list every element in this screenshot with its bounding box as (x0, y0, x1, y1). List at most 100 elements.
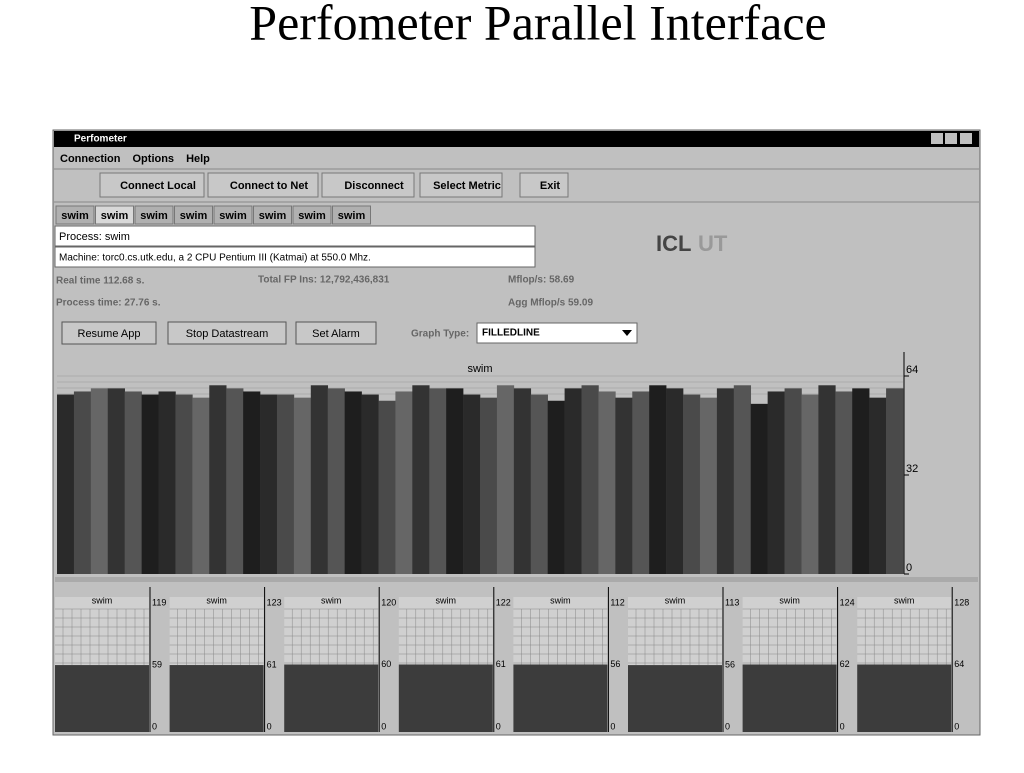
tab-label: swim (61, 210, 89, 222)
toolbar-label: Exit (540, 180, 561, 192)
toolbar-label: Connect Local (120, 180, 196, 192)
bar (564, 388, 582, 574)
bar (378, 400, 396, 574)
bar (192, 397, 210, 574)
splitter[interactable] (55, 577, 978, 582)
bar (260, 394, 278, 574)
bar (361, 394, 379, 574)
graph-type-label: Graph Type: (411, 329, 469, 340)
bar (632, 391, 650, 574)
mini-min: 0 (152, 721, 157, 731)
logo-icl: ICL (656, 231, 691, 256)
mini-bar (742, 664, 837, 732)
toolbar-button[interactable] (419, 172, 503, 198)
bar (158, 391, 176, 574)
mini-bar (857, 664, 952, 732)
toolbar-button[interactable] (207, 172, 319, 198)
mini-value: 60 (381, 659, 391, 669)
bar (547, 400, 565, 574)
dropdown-arrow (622, 330, 632, 336)
bar (581, 385, 599, 574)
mini-value: 56 (725, 659, 735, 669)
logo-ut: UT (698, 231, 728, 256)
mini-bar (513, 664, 608, 732)
machine-field (54, 246, 536, 268)
bar (107, 388, 125, 574)
machine-text: Machine: torc0.cs.utk.edu, a 2 CPU Penti… (59, 253, 371, 264)
graph-type: FILLEDLINE (482, 328, 540, 339)
bar (175, 394, 193, 574)
bar (784, 388, 802, 574)
tab[interactable] (134, 205, 174, 225)
toolbar-button[interactable] (99, 172, 205, 198)
mini-min: 0 (610, 721, 615, 731)
mini-max: 128 (954, 597, 969, 607)
mini-value: 56 (610, 659, 620, 669)
maximize[interactable] (945, 133, 957, 144)
toolbar-button[interactable] (321, 172, 415, 198)
minimize[interactable] (931, 133, 943, 144)
bar (496, 385, 515, 574)
toolbar-label: Select Metric (433, 180, 501, 192)
graph-title: swim (467, 363, 492, 375)
mini-min: 0 (267, 721, 272, 731)
window-title: Perfometer (74, 134, 127, 145)
tab-label: swim (219, 210, 247, 222)
action-button[interactable] (295, 321, 377, 345)
action-label: Resume App (78, 328, 141, 340)
bar (412, 385, 430, 574)
bar (243, 391, 261, 574)
mini-value: 64 (954, 659, 964, 669)
action-label: Stop Datastream (186, 328, 269, 340)
tab[interactable] (253, 205, 292, 225)
bar (852, 388, 870, 574)
toolbar-button[interactable] (519, 172, 569, 198)
tab-label: swim (298, 210, 326, 222)
mini-value: 62 (840, 659, 850, 669)
bar (733, 385, 752, 574)
mini-title: swim (206, 595, 227, 605)
tab[interactable] (95, 205, 134, 225)
bar (344, 391, 362, 574)
title-bar (54, 131, 979, 147)
menu-item[interactable]: Options (133, 153, 175, 165)
action-label: Set Alarm (312, 328, 360, 340)
action-button[interactable] (61, 321, 157, 345)
tab[interactable] (213, 205, 253, 225)
mini-max: 120 (381, 597, 396, 607)
tab[interactable] (174, 205, 213, 225)
mini-title: swim (321, 595, 342, 605)
bar (463, 394, 481, 574)
tab-label: swim (101, 210, 129, 222)
mini-value: 59 (152, 659, 162, 669)
toolbar-label: Connect to Net (230, 180, 309, 192)
tab[interactable] (292, 205, 332, 225)
bar (73, 391, 92, 574)
mini-title: swim (550, 595, 571, 605)
bar (615, 397, 633, 574)
tab[interactable] (332, 205, 371, 225)
bar (209, 385, 227, 574)
mini-max: 119 (152, 597, 166, 607)
mini-max: 122 (496, 597, 511, 607)
mini-min: 0 (725, 721, 730, 731)
graph-type-select[interactable] (476, 322, 638, 344)
bar (310, 385, 329, 574)
menu-item[interactable]: Connection (60, 153, 121, 165)
tab[interactable] (55, 205, 95, 225)
stat: Real time 112.68 s. (56, 276, 145, 287)
bar (767, 391, 785, 574)
tab-label: swim (140, 210, 168, 222)
action-button[interactable] (167, 321, 287, 345)
menu-item[interactable]: Help (186, 153, 210, 165)
close[interactable] (960, 133, 972, 144)
bar (327, 388, 345, 574)
slide-title: Perfometer Parallel Interface (249, 0, 826, 50)
mini-min: 0 (840, 721, 845, 731)
bar (513, 388, 532, 574)
process-field (54, 225, 536, 247)
bar (869, 397, 887, 574)
bar (395, 391, 413, 574)
bar (276, 394, 295, 574)
